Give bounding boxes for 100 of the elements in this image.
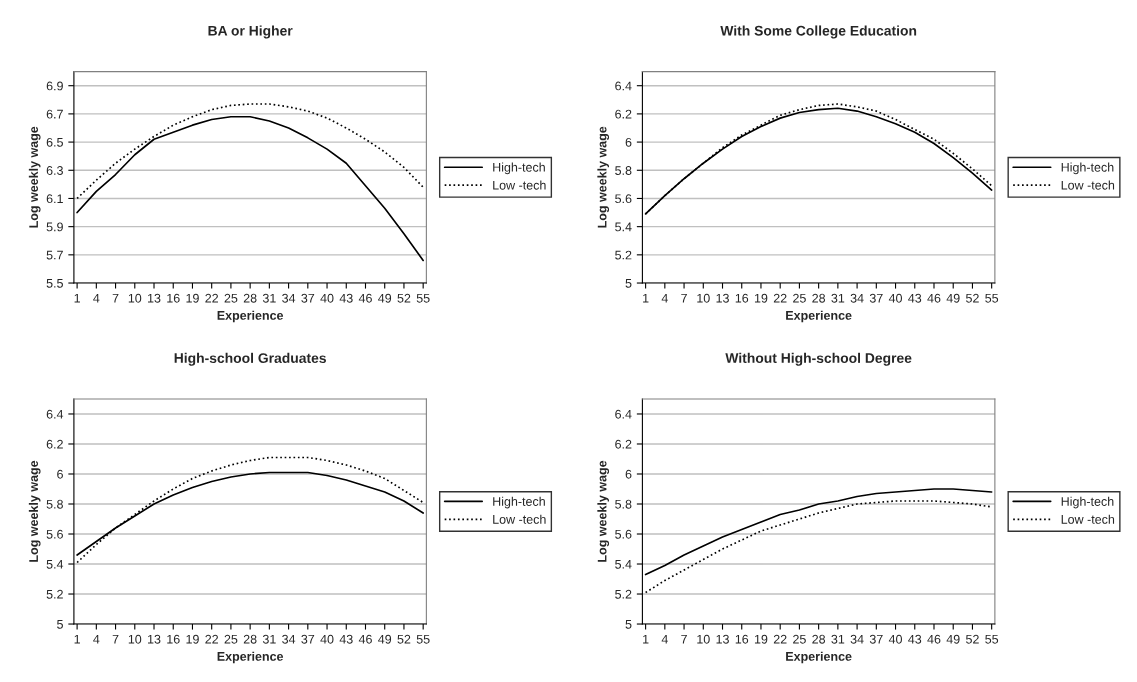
x-tick-label: 40 [320,293,334,303]
x-tick-label: 46 [927,634,941,644]
x-tick-label: 34 [850,293,864,303]
x-tick-label: 37 [869,293,883,303]
x-tick-label: 1 [74,634,80,644]
y-tick-label: 5.6 [615,529,632,539]
y-tick-label: 5.4 [615,559,632,569]
x-tick-label: 13 [148,634,161,644]
x-tick-label: 22 [773,634,787,644]
y-tick-label: 5.8 [46,499,63,509]
x-tick-label: 55 [985,293,999,303]
x-tick-label: 43 [339,634,353,644]
legend-label: Low -tech [493,514,546,524]
x-tick-label: 52 [965,634,979,644]
y-tick-label: 6.2 [615,439,632,449]
x-tick-label: 34 [282,634,296,644]
x-tick-label: 4 [93,634,100,644]
legend-label: High-tech [493,162,545,175]
chart-title: High-school Graduates [174,352,326,366]
y-tick-label: 5.6 [615,194,632,204]
x-axis-title: Experience [217,651,284,664]
x-axis-title: Experience [786,310,852,323]
x-tick-label: 19 [186,293,199,303]
x-tick-label: 46 [358,634,372,644]
x-tick-label: 4 [93,293,100,303]
x-tick-label: 25 [224,634,238,644]
y-tick-label: 6.4 [615,81,632,91]
x-tick-label: 4 [661,634,668,644]
y-tick-label: 6.3 [46,166,63,175]
x-tick-label: 16 [167,634,180,644]
y-tick-label: 5.4 [615,222,632,232]
x-tick-label: 19 [186,634,199,644]
y-tick-label: 6.5 [46,137,63,147]
legend-label: Low -tech [1061,514,1115,524]
x-tick-label: 37 [301,634,315,644]
x-tick-label: 28 [243,634,257,644]
x-tick-label: 52 [965,293,979,303]
x-tick-label: 31 [831,293,845,303]
chart-title: BA or Higher [208,25,293,39]
y-tick-label: 6.1 [46,194,63,204]
y-tick-label: 5 [625,619,632,629]
x-tick-label: 40 [888,293,903,303]
y-tick-label: 5.9 [46,222,63,232]
x-tick-label: 31 [262,634,276,644]
y-tick-label: 6.2 [46,439,63,449]
x-tick-label: 16 [735,634,749,644]
x-tick-label: 10 [697,293,710,303]
y-tick-label: 5 [625,278,632,288]
line-series [644,500,993,594]
x-tick-label: 43 [339,293,353,303]
legend-label: High-tech [1061,162,1114,175]
y-tick-label: 6 [57,469,63,479]
y-axis-title: Log weekly wage [28,460,41,562]
y-tick-label: 6.2 [615,109,632,119]
line-series [76,456,425,564]
x-tick-label: 7 [112,293,119,303]
legend-label: Low -tech [493,180,546,190]
x-tick-label: 55 [416,293,430,303]
x-tick-label: 31 [262,293,276,303]
x-tick-label: 52 [397,293,411,303]
x-tick-label: 28 [243,293,257,303]
x-tick-label: 28 [812,634,826,644]
x-tick-label: 7 [681,293,687,303]
x-tick-label: 46 [358,293,372,303]
legend-label: High-tech [493,496,545,509]
x-tick-label: 19 [754,634,768,644]
x-tick-label: 55 [416,634,430,644]
x-tick-label: 46 [927,293,941,303]
line-series [644,488,993,576]
x-tick-label: 13 [716,634,729,644]
y-tick-label: 5.4 [46,559,64,569]
legend-label: Low -tech [1061,180,1115,190]
x-tick-label: 49 [946,634,960,644]
y-tick-label: 5 [57,619,63,629]
x-tick-label: 52 [397,634,411,644]
x-tick-label: 37 [301,293,315,303]
x-tick-label: 16 [735,293,749,303]
x-tick-label: 49 [378,293,392,303]
y-tick-label: 6 [625,137,632,147]
x-tick-label: 22 [773,293,787,303]
x-tick-label: 43 [908,634,922,644]
x-tick-label: 22 [205,293,219,303]
x-tick-label: 25 [793,293,806,303]
x-tick-label: 25 [224,293,238,303]
x-tick-label: 10 [128,293,142,303]
x-tick-label: 4 [661,293,668,303]
y-tick-label: 5.6 [46,529,63,539]
x-tick-label: 40 [320,634,334,644]
x-tick-label: 7 [681,634,687,644]
legend-label: High-tech [1061,496,1114,509]
x-tick-label: 10 [128,634,142,644]
x-tick-label: 28 [812,293,826,303]
y-tick-label: 5.2 [615,250,632,260]
y-tick-label: 5.2 [615,589,632,599]
x-tick-label: 22 [205,634,219,644]
x-tick-label: 31 [831,634,845,644]
x-tick-label: 37 [869,634,883,644]
x-axis-title: Experience [217,310,284,323]
y-tick-label: 6.4 [46,409,64,419]
y-tick-label: 6.4 [615,409,632,419]
